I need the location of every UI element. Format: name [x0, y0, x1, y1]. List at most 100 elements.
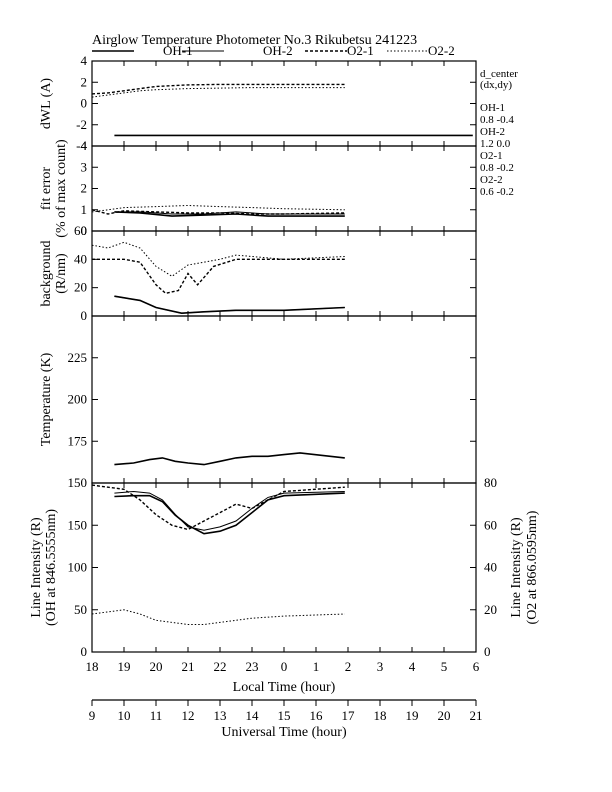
y-axis-label: fit error: [39, 167, 54, 210]
x-tick-label-local: 6: [473, 659, 480, 674]
series-o2-2: [92, 609, 345, 625]
legend-label: O2-2: [428, 43, 455, 58]
y-right-tick-label: 40: [484, 560, 497, 575]
side-note-header: (dx,dy): [480, 79, 512, 91]
y-axis-label: Line Intensity (R): [29, 517, 44, 618]
y-tick-label: 0: [81, 223, 88, 238]
x-tick-label-ut: 19: [406, 708, 419, 723]
x-tick-label-local: 18: [86, 659, 99, 674]
y-tick-label: 4: [81, 53, 88, 68]
side-note-name: OH-1: [480, 102, 505, 114]
y-right-tick-label: 60: [484, 517, 497, 532]
series-oh-2: [114, 490, 345, 531]
x-tick-label-ut: 13: [214, 708, 227, 723]
y-tick-label: 3: [81, 159, 88, 174]
panel-frame: [91, 230, 477, 317]
panel-1: -4 -2 0 2 4 dWL (A): [39, 53, 477, 153]
y-tick-label: -4: [76, 138, 87, 153]
series-o2-1: [92, 484, 345, 531]
series-o2-1: [92, 258, 345, 295]
x-tick-label-local: 23: [246, 659, 259, 674]
y-tick-label: 0: [81, 308, 88, 323]
y-tick-label: 225: [68, 350, 88, 365]
series-o2-2: [92, 204, 345, 213]
side-note-value: 0.6 -0.2: [480, 186, 514, 198]
legend-item-oh-1: OH-1: [92, 43, 193, 58]
y-tick-label: 4: [81, 138, 88, 153]
panels: -4 -2 0 2 4 dWL (A) 0 1 2 3 4 fit error (% of max co…: [29, 53, 540, 659]
series-o2-1: [92, 209, 345, 215]
y-right-tick-label: 0: [484, 644, 491, 659]
chart-title: Airglow Temperature Photometer No.3 Riku…: [92, 33, 417, 48]
x-tick-label-local: 21: [182, 659, 195, 674]
series-o2-1: [92, 83, 345, 95]
x-tick-label-local: 1: [313, 659, 320, 674]
y-tick-label: -2: [76, 117, 87, 132]
y-tick-label: 0: [81, 96, 88, 111]
y-axis-label: background: [39, 240, 54, 306]
y-right-axis-label: Line Intensity (R): [509, 517, 524, 618]
x-tick-label-ut: 12: [182, 708, 195, 723]
legend: OH-1 OH-2 O2-1 O2-2: [92, 43, 455, 58]
legend-item-oh-2: OH-2: [182, 43, 293, 58]
legend-label: OH-2: [263, 43, 293, 58]
x-tick-label-local: 2: [345, 659, 352, 674]
y-tick-label: 0: [81, 644, 88, 659]
y-axis-label-2: (R/nm): [54, 253, 69, 294]
x-tick-label-ut: 20: [438, 708, 451, 723]
legend-label: OH-1: [163, 43, 193, 58]
x-tick-label-local: 19: [118, 659, 131, 674]
y-tick-label: 175: [68, 433, 88, 448]
legend-item-o2-2: O2-2: [387, 43, 455, 58]
x-axis-label-ut: Universal Time (hour): [221, 725, 347, 740]
side-note-name: O2-2: [480, 174, 503, 186]
x-tick-label-ut: 10: [118, 708, 131, 723]
y-tick-label: 100: [68, 560, 88, 575]
y-tick-label: 50: [74, 602, 87, 617]
series-oh-1: [114, 452, 345, 466]
series-o2-2: [92, 241, 345, 277]
y-tick-label: 150: [68, 517, 88, 532]
side-note: d_center(dx,dy)OH-10.8 -0.4OH-21.2 0.0O2…: [480, 68, 518, 198]
y-right-tick-label: 20: [484, 602, 497, 617]
panel-3: 0 20 40 60 background (R/nm): [39, 223, 477, 323]
series-o2-2: [92, 87, 345, 98]
panel-frame: [91, 315, 477, 484]
y-tick-label: 20: [74, 280, 87, 295]
x-tick-label-ut: 11: [150, 708, 163, 723]
y-tick-label: 1: [81, 202, 88, 217]
y-axis-label-2: (% of max count): [54, 139, 69, 238]
x-tick-label-ut: 14: [246, 708, 260, 723]
y-tick-label: 200: [68, 392, 88, 407]
y-tick-label: 60: [74, 223, 87, 238]
y-axis-label: Temperature (K): [39, 352, 54, 446]
x-tick-label-local: 20: [150, 659, 163, 674]
y-axis-label-2: (OH at 846.5555nm): [44, 509, 59, 626]
y-tick-label: 2: [81, 74, 88, 89]
x-tick-label-local: 22: [214, 659, 227, 674]
panel-frame: [91, 145, 477, 232]
x-tick-label-ut: 21: [470, 708, 483, 723]
panel-4: 150 175 200 225 Temperature (K): [39, 315, 477, 490]
panel-frame: [91, 482, 477, 653]
y-tick-label: 150: [68, 475, 88, 490]
x-tick-label-ut: 17: [342, 708, 356, 723]
side-note-value: 0.8 -0.2: [480, 162, 514, 174]
y-right-axis-label-2: (O2 at 866.0595nm): [525, 510, 540, 624]
y-right-tick-label: 80: [484, 475, 497, 490]
y-tick-label: 40: [74, 251, 87, 266]
side-note-name: OH-2: [480, 126, 505, 138]
x-tick-label-ut: 16: [310, 708, 324, 723]
side-note-value: 1.2 0.0: [480, 138, 511, 150]
side-note-header: d_center: [480, 68, 518, 80]
x-axis-label-local: Local Time (hour): [233, 680, 336, 695]
y-tick-label: 2: [81, 181, 88, 196]
legend-label: O2-1: [347, 43, 374, 58]
x-tick-label-ut: 15: [278, 708, 291, 723]
x-tick-label-local: 4: [409, 659, 416, 674]
x-tick-label-local: 0: [281, 659, 288, 674]
panel-frame: [91, 60, 477, 147]
